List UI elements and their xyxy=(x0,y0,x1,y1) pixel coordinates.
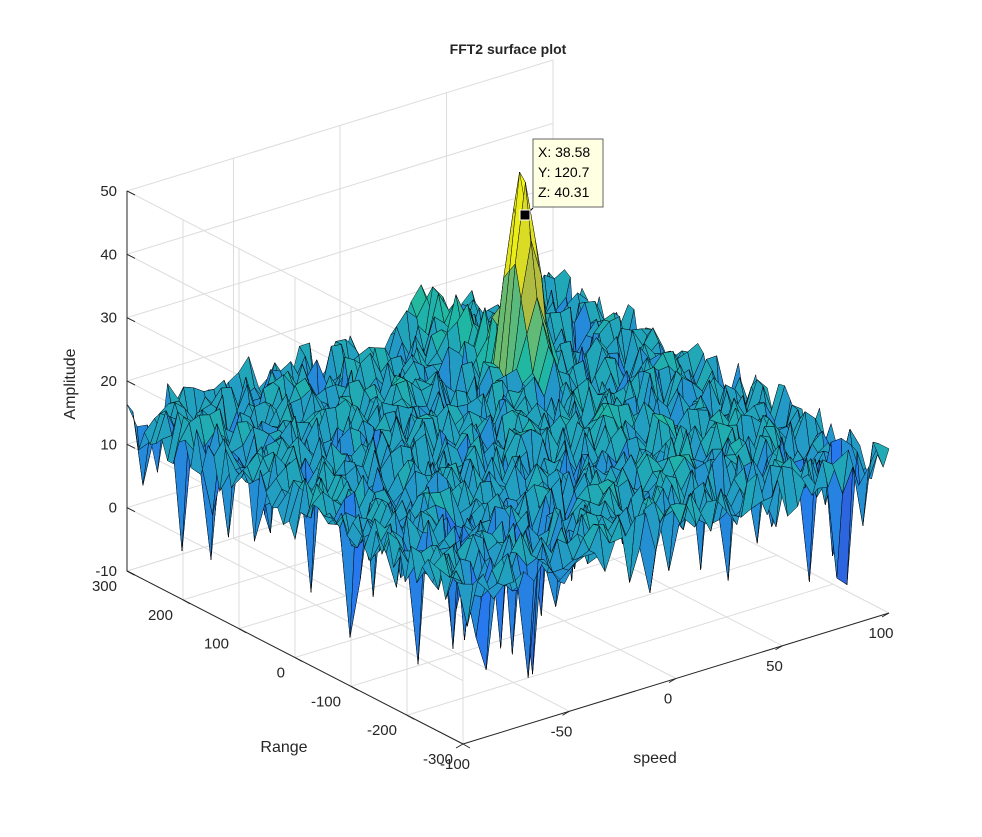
z-tick-label: 50 xyxy=(100,183,117,200)
y-tick-label: 300 xyxy=(92,578,117,595)
x-tick-mark xyxy=(881,612,890,618)
surface-patch xyxy=(872,441,890,468)
z-tick-label: 40 xyxy=(100,246,117,263)
x-tick-mark xyxy=(562,710,570,716)
y-tick-mark xyxy=(350,685,359,691)
datatip-z: Z: 40.31 xyxy=(538,184,590,200)
x-tick-label: -50 xyxy=(551,723,573,740)
z-tick-label: -10 xyxy=(95,563,117,580)
chart-title: FFT2 surface plot xyxy=(450,41,567,57)
z-tick-label: 30 xyxy=(100,310,117,327)
x-axis-label: speed xyxy=(633,750,677,767)
y-tick-mark xyxy=(294,657,303,662)
y-tick-mark xyxy=(182,599,191,605)
z-tick-mark xyxy=(126,190,136,196)
y-tick-label: 0 xyxy=(277,665,285,682)
z-axis-label: Amplitude xyxy=(62,348,79,419)
z-tick-label: 20 xyxy=(100,373,117,390)
y-tick-mark xyxy=(238,628,247,634)
z-tick-mark xyxy=(126,507,136,513)
datatip[interactable]: X: 38.58 Y: 120.7 Z: 40.31 xyxy=(519,138,604,221)
y-tick-mark xyxy=(406,714,415,720)
z-tick-mark xyxy=(126,317,136,323)
y-tick-label: -300 xyxy=(423,751,453,768)
datatip-box xyxy=(532,138,604,208)
z-tick-mark xyxy=(126,380,136,386)
datatip-x: X: 38.58 xyxy=(538,144,590,160)
z-tick-label: 10 xyxy=(100,436,117,453)
z-tick-label: 0 xyxy=(109,500,117,517)
y-tick-label: -200 xyxy=(367,722,397,739)
y-axis-label: Range xyxy=(260,739,307,756)
x-tick-mark xyxy=(455,743,464,749)
z-tick-mark xyxy=(126,443,136,449)
tick-labels: -100-50050100-300-200-1000100200300-1001… xyxy=(92,183,894,773)
y-tick-label: 100 xyxy=(204,636,229,653)
x-tick-mark xyxy=(668,678,677,683)
x-tick-label: 50 xyxy=(766,658,783,675)
x-tick-label: -100 xyxy=(440,756,470,773)
x-tick-mark xyxy=(775,645,783,651)
z-tick-mark xyxy=(126,570,136,576)
y-tick-label: 200 xyxy=(148,607,173,624)
x-tick-label: 0 xyxy=(664,691,672,708)
datatip-y: Y: 120.7 xyxy=(538,164,590,180)
datatip-marker[interactable] xyxy=(519,209,531,221)
z-tick-mark xyxy=(126,253,136,259)
surface-mesh xyxy=(126,171,890,678)
x-tick-label: 100 xyxy=(868,625,893,642)
y-tick-label: -100 xyxy=(311,693,341,710)
y-tick-mark xyxy=(462,743,471,749)
